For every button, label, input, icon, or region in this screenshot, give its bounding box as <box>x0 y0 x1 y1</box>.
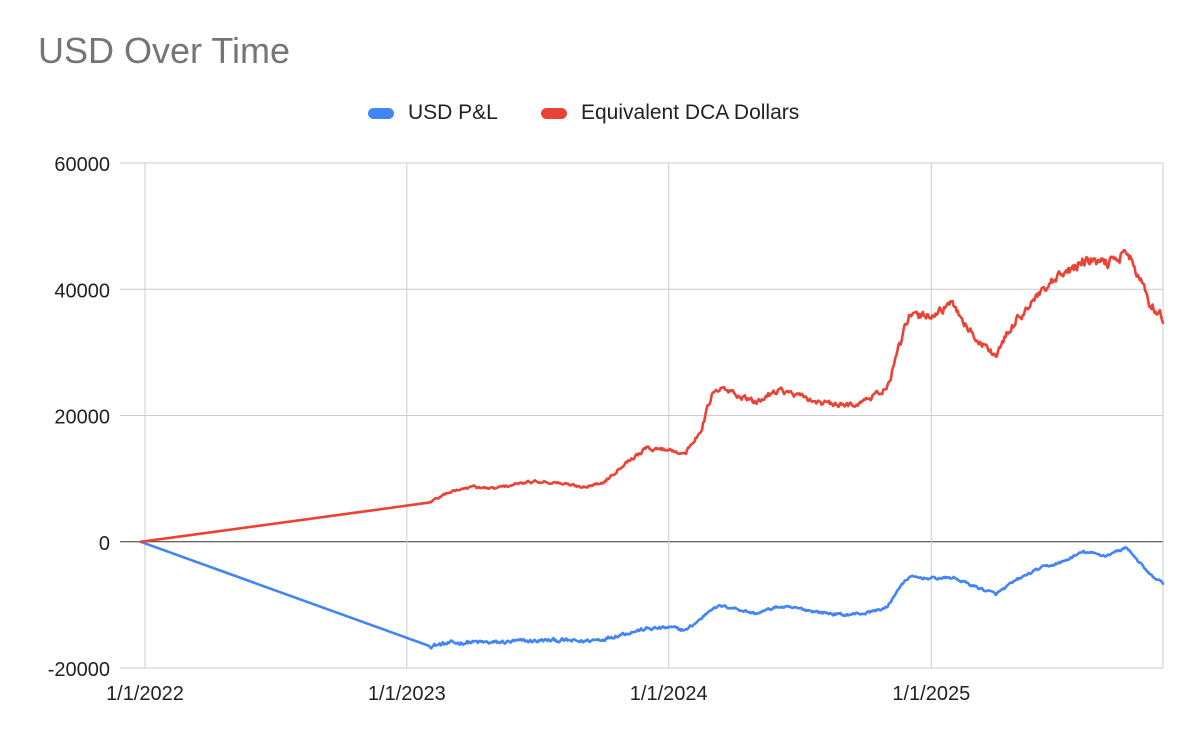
legend-swatch-dca <box>541 107 567 119</box>
series-line-usd-pl <box>139 540 1165 650</box>
legend-label-usd-pl: USD P&L <box>408 101 498 124</box>
chart-title: USD Over Time <box>38 30 291 71</box>
y-tick-label: 40000 <box>54 280 110 302</box>
y-tick-label: 60000 <box>54 154 110 176</box>
chart-legend: USD P&L Equivalent DCA Dollars <box>0 96 1200 130</box>
x-tick-label: 1/1/2024 <box>630 683 708 705</box>
x-tick-label: 1/1/2025 <box>892 683 970 705</box>
x-tick-label: 1/1/2023 <box>368 683 446 705</box>
legend-item-usd-pl: USD P&L <box>368 96 498 130</box>
legend-swatch-usd-pl <box>368 107 394 119</box>
x-tick-label: 1/1/2022 <box>106 683 184 705</box>
series-line-dca <box>139 248 1165 544</box>
y-tick-label: 20000 <box>54 407 110 429</box>
legend-item-dca: Equivalent DCA Dollars <box>541 96 799 130</box>
legend-label-dca: Equivalent DCA Dollars <box>581 101 800 124</box>
y-tick-label: 0 <box>99 533 110 555</box>
y-tick-label: -20000 <box>48 659 110 681</box>
